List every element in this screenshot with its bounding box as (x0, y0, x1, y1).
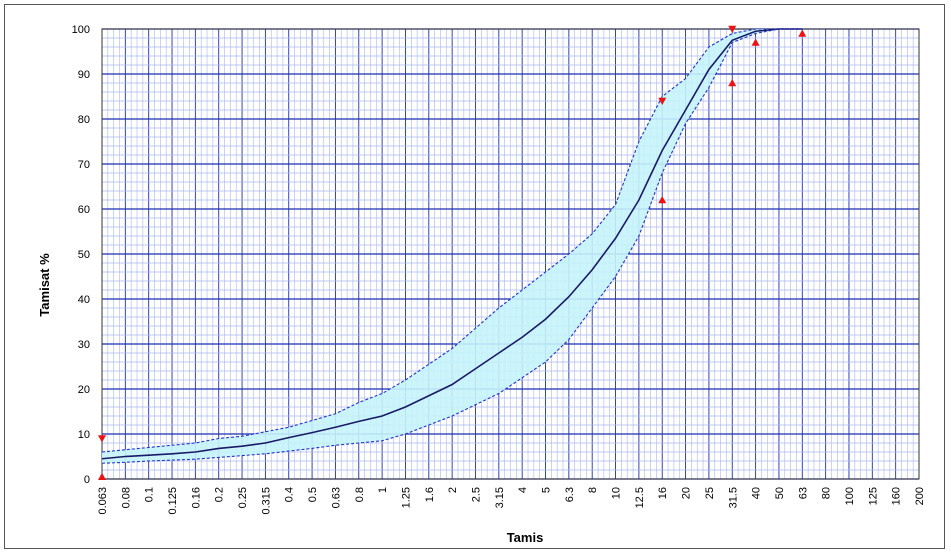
x-tick-label: 0.08 (120, 487, 132, 508)
x-tick-label: 0.315 (260, 487, 272, 515)
x-tick-label: 0.2 (214, 487, 226, 502)
y-tick-label: 100 (72, 24, 90, 36)
x-tick-label: 3.15 (494, 487, 506, 508)
chart-frame: 0 10 20 30 40 50 60 70 80 90 100 0.063 0.08 0.1 0.125… (4, 4, 945, 549)
x-tick-label: 160 (891, 487, 903, 505)
marker-triangle-up (98, 472, 106, 480)
y-tick-label: 90 (78, 69, 90, 81)
x-tick-label: 1.6 (424, 487, 436, 502)
x-tick-label: 0.16 (190, 487, 202, 508)
sample-markers (98, 25, 807, 480)
marker-triangle-up (728, 79, 737, 87)
y-tick-label: 0 (84, 474, 90, 486)
curves (101, 28, 803, 464)
x-tick-label: 0.063 (97, 487, 109, 515)
marker-triangle-up (751, 38, 760, 46)
tolerance-band-fill (102, 29, 803, 464)
y-axis-title: Tamisat % (37, 253, 52, 317)
x-tick-label: 10 (611, 487, 623, 499)
plot-border (101, 28, 920, 480)
x-tick-label: 63 (797, 487, 809, 499)
y-tick-label: 70 (78, 159, 90, 171)
x-tick-label: 8 (587, 487, 599, 493)
x-tick-label: 0.4 (284, 487, 296, 502)
x-tick-label: 125 (867, 487, 879, 505)
x-tick-label: 20 (681, 487, 693, 499)
marker-triangle-up (798, 29, 807, 37)
y-tick-labels: 0 10 20 30 40 50 60 70 80 90 100 (72, 24, 90, 486)
marker-triangle-down (98, 435, 106, 443)
upper-limit-line (101, 28, 803, 453)
x-tick-label: 16 (657, 487, 669, 499)
marker-triangle-up (658, 196, 667, 204)
tolerance-band (102, 29, 803, 464)
y-tick-label: 10 (78, 429, 90, 441)
y-tick-label: 40 (78, 294, 90, 306)
marker-triangle-down (658, 97, 667, 105)
grid (101, 28, 920, 480)
x-tick-labels: 0.063 0.08 0.1 0.125 0.16 0.2 0.25 0.315 0.4 0.5 0… (97, 487, 926, 515)
lower-limit-line (101, 28, 803, 464)
x-tick-label: 40 (751, 487, 763, 499)
x-tick-label: 6.3 (564, 487, 576, 502)
x-axis-title: Tamis (507, 530, 544, 545)
x-tick-label: 12.5 (634, 487, 646, 508)
x-tick-label: 1.25 (400, 487, 412, 508)
x-tick-label: 25 (704, 487, 716, 499)
y-tick-label: 80 (78, 114, 90, 126)
x-tick-label: 0.125 (167, 487, 179, 515)
y-tick-label: 60 (78, 204, 90, 216)
x-tick-label: 0.8 (354, 487, 366, 502)
x-tick-label: 1 (377, 487, 389, 493)
x-tick-label: 31.5 (727, 487, 739, 508)
y-tick-label: 20 (78, 384, 90, 396)
x-tick-label: 80 (821, 487, 833, 499)
x-tick-label: 0.63 (330, 487, 342, 508)
x-tick-label: 0.5 (307, 487, 319, 502)
x-tick-label: 2.5 (470, 487, 482, 502)
x-tick-label: 0.1 (144, 487, 156, 502)
x-tick-label: 5 (541, 487, 553, 493)
x-tick-label: 2 (447, 487, 459, 493)
x-tick-label: 200 (914, 487, 926, 505)
y-tick-label: 50 (78, 249, 90, 261)
x-tick-label: 4 (517, 487, 529, 493)
y-tick-label: 30 (78, 339, 90, 351)
marker-triangle-down (728, 25, 737, 33)
x-tick-label: 0.25 (237, 487, 249, 508)
median-line (101, 28, 803, 460)
x-tick-label: 50 (774, 487, 786, 499)
x-tick-label: 100 (844, 487, 856, 505)
grading-curve-chart: 0 10 20 30 40 50 60 70 80 90 100 0.063 0.08 0.1 0.125… (37, 24, 926, 545)
